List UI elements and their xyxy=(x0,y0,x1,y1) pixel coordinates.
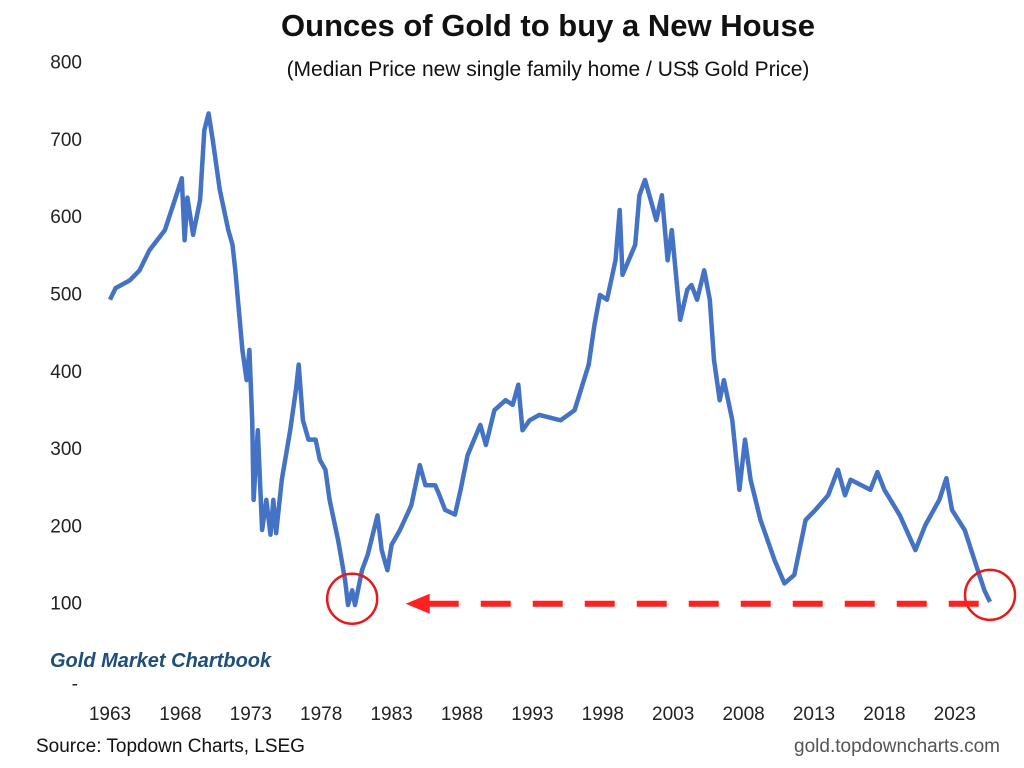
x-tick-label: 2013 xyxy=(793,704,835,725)
y-tick-label-zero: - xyxy=(72,674,78,695)
series-line xyxy=(107,111,993,608)
y-tick-label: 100 xyxy=(50,594,82,615)
y-tick-label: 500 xyxy=(50,285,82,306)
source-note: Source: Topdown Charts, LSEG xyxy=(36,736,305,757)
x-tick-label: 1988 xyxy=(441,704,483,725)
y-tick-label: 600 xyxy=(50,207,82,228)
x-tick-label: 2008 xyxy=(722,704,764,725)
x-tick-label: 1968 xyxy=(159,704,201,725)
highlight-circle xyxy=(325,572,379,625)
x-tick-label: 1998 xyxy=(582,704,624,725)
chart-title: Ounces of Gold to buy a New House xyxy=(281,8,815,43)
y-tick-label: 300 xyxy=(50,439,82,460)
highlight-circle xyxy=(963,568,1017,622)
x-tick-label: 1978 xyxy=(300,704,342,725)
y-tick-label: 800 xyxy=(50,53,82,74)
chart-subtitle: (Median Price new single family home / U… xyxy=(286,58,810,81)
x-tick-label: 2023 xyxy=(934,704,976,725)
y-tick-label: 200 xyxy=(50,516,82,537)
arrow-head xyxy=(405,593,430,614)
y-tick-label: 400 xyxy=(50,362,82,383)
x-tick-label: 1993 xyxy=(511,704,553,725)
source-url: gold.topdowncharts.com xyxy=(794,736,1000,757)
x-tick-label: 1963 xyxy=(89,704,131,725)
brand-label: Gold Market Chartbook xyxy=(50,650,272,672)
x-tick-label: 1983 xyxy=(370,704,412,725)
x-tick-label: 1973 xyxy=(230,704,272,725)
x-tick-label: 2018 xyxy=(863,704,905,725)
y-tick-label: 700 xyxy=(50,130,82,151)
x-tick-label: 2003 xyxy=(652,704,694,725)
